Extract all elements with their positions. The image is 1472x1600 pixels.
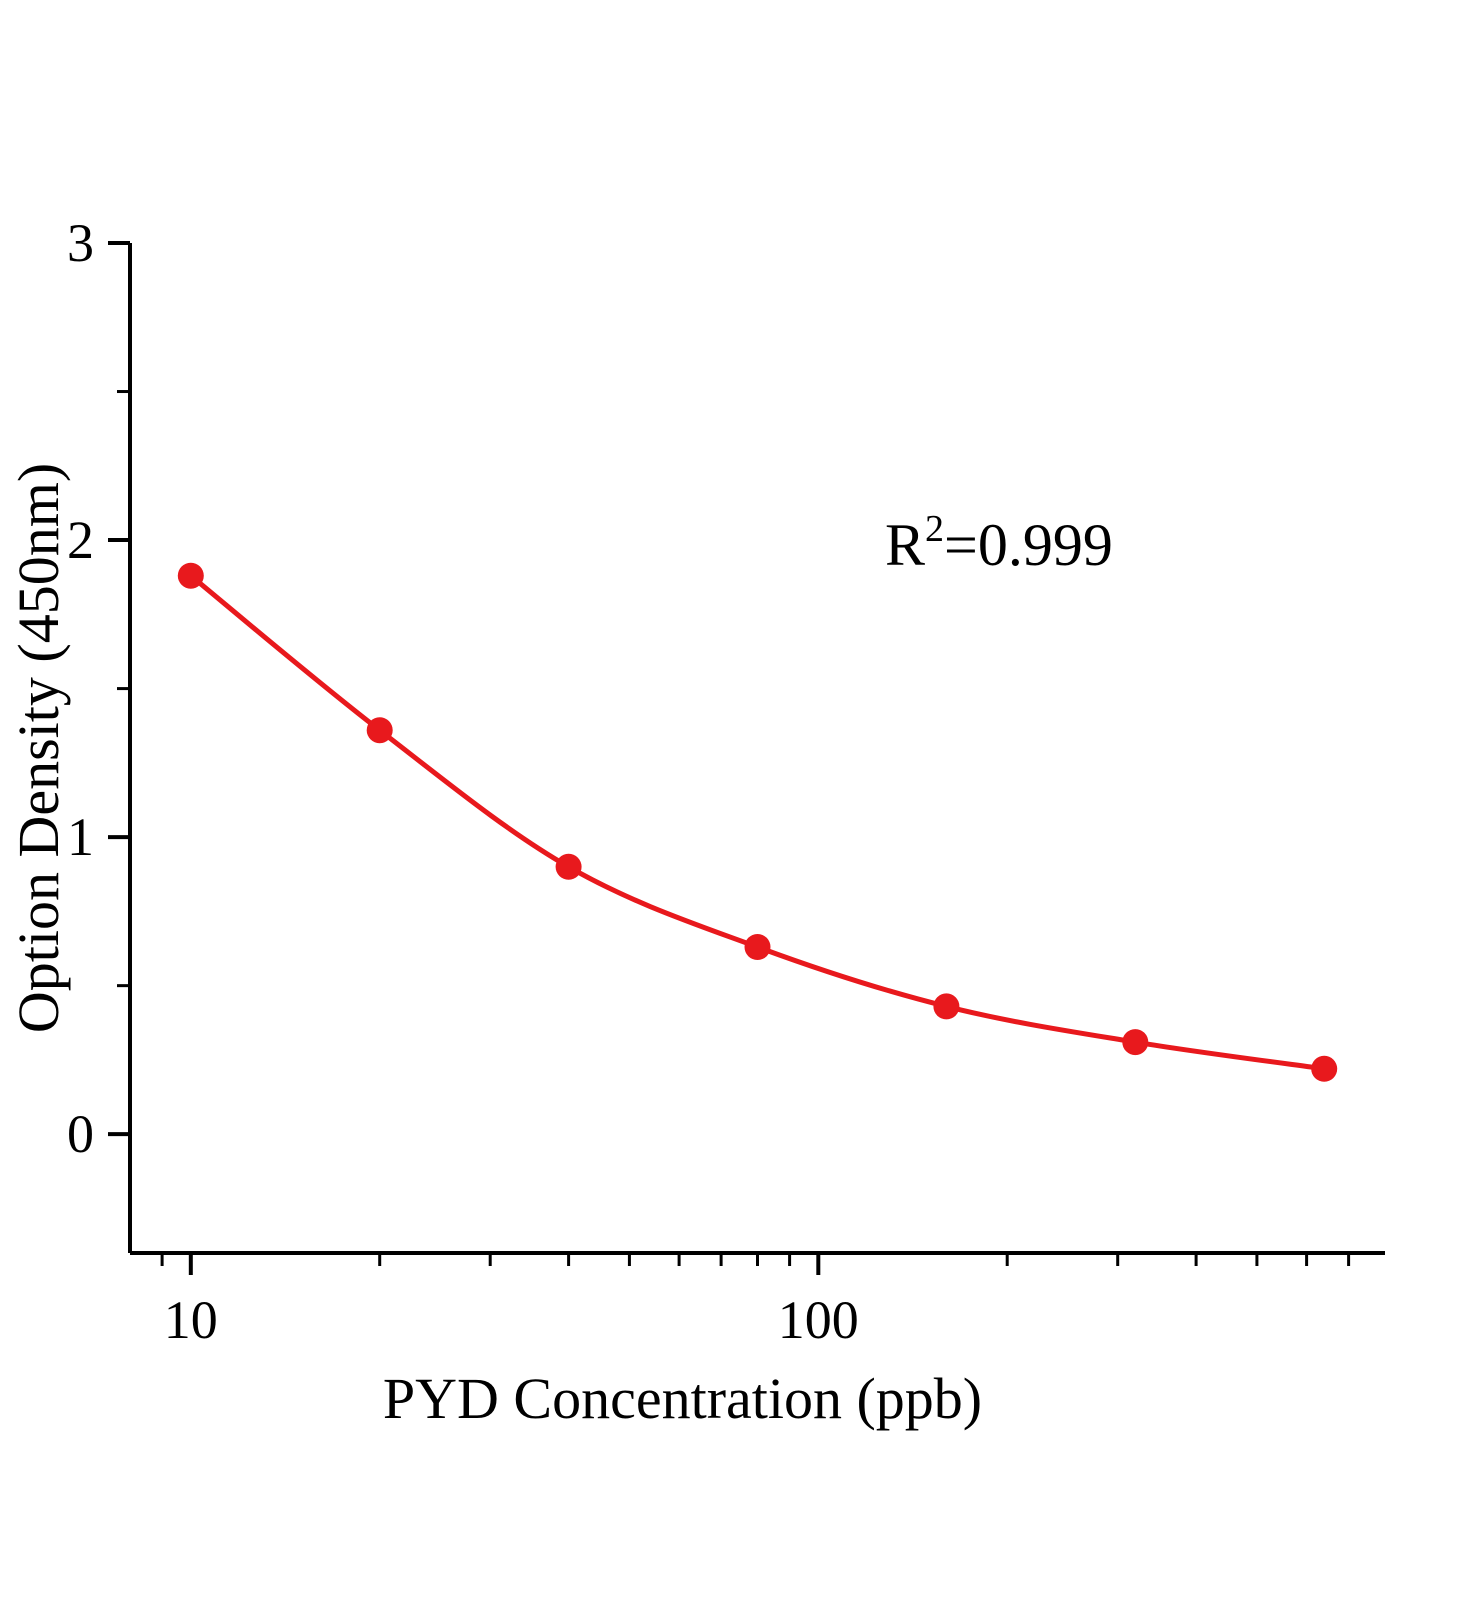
- y-tick-label: 3: [67, 213, 94, 273]
- y-axis: 0 1 2 3: [67, 213, 132, 1253]
- x-axis-title: PYD Concentration (ppb): [383, 1366, 982, 1431]
- x-axis: 10 100: [130, 1251, 1385, 1350]
- x-tick-label: 10: [164, 1290, 218, 1350]
- y-tick-label: 0: [67, 1104, 94, 1164]
- y-tick-label: 2: [67, 510, 94, 570]
- data-point: [744, 934, 771, 960]
- data-point: [177, 562, 204, 589]
- data-point: [1122, 1029, 1149, 1056]
- y-tick-label: 1: [67, 807, 94, 867]
- data-point: [933, 993, 960, 1020]
- data-point: [1311, 1055, 1338, 1082]
- data-points: [177, 562, 1338, 1082]
- y-axis-title: Option Density (450nm): [6, 463, 71, 1033]
- fitted-curve: [188, 573, 1327, 1072]
- r-squared-annotation: R2=0.999: [885, 508, 1113, 578]
- data-point: [366, 717, 393, 744]
- x-tick-label: 100: [778, 1290, 859, 1350]
- data-point: [555, 853, 582, 880]
